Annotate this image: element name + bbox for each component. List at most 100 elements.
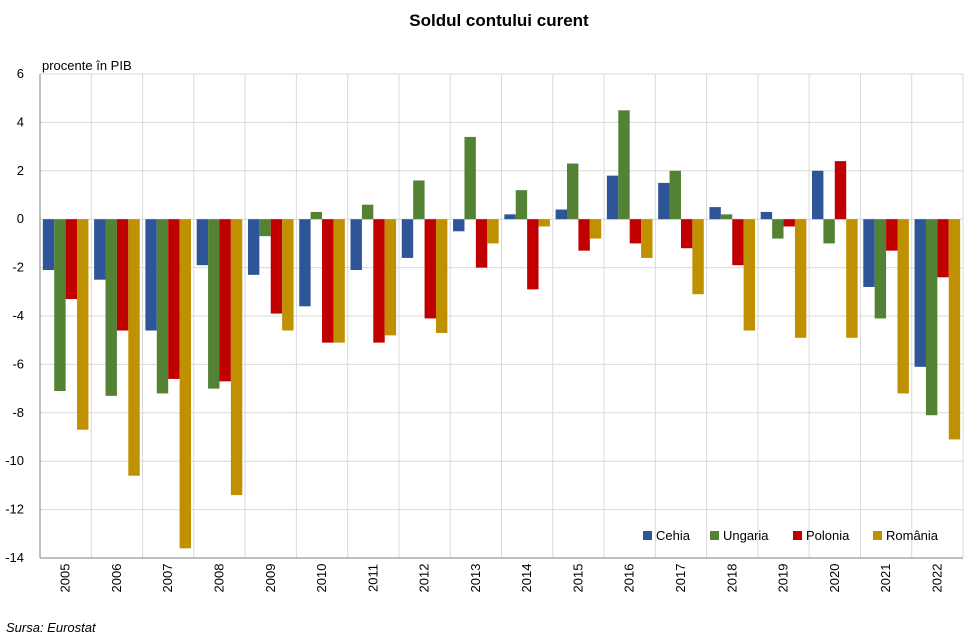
y-tick-label: 0 — [17, 211, 24, 226]
bar-românia-2015 — [589, 219, 602, 239]
bar-polonia-2005 — [65, 219, 78, 300]
bar-cehia-2020 — [812, 170, 824, 220]
x-tick-label: 2019 — [776, 564, 791, 593]
y-tick-label: 4 — [17, 114, 24, 129]
bar-polonia-2020 — [834, 161, 847, 220]
bar-românia-2008 — [230, 219, 243, 496]
bar-românia-2010 — [333, 219, 345, 343]
bar-polonia-2006 — [116, 219, 129, 331]
bar-ungaria-2020 — [823, 219, 835, 244]
y-tick-label: -12 — [5, 502, 24, 517]
bar-românia-2020 — [846, 219, 858, 338]
bar-românia-2021 — [897, 219, 909, 394]
bar-ungaria-2021 — [874, 219, 887, 319]
x-tick-label: 2008 — [211, 564, 226, 593]
y-tick-label: -10 — [5, 453, 24, 468]
bar-ungaria-2014 — [515, 190, 528, 220]
bar-polonia-2021 — [886, 219, 898, 251]
legend-label-polonia: Polonia — [806, 528, 850, 543]
bar-polonia-2009 — [270, 219, 283, 314]
source-note: Sursa: Eurostat — [6, 620, 97, 635]
x-tick-label: 2005 — [58, 564, 73, 593]
y-tick-label: -4 — [12, 308, 24, 323]
bar-ungaria-2016 — [618, 110, 630, 220]
bar-ungaria-2011 — [361, 204, 374, 220]
bar-cehia-2015 — [555, 209, 568, 220]
bar-polonia-2015 — [578, 219, 590, 251]
x-tick-label: 2009 — [263, 564, 278, 593]
bar-cehia-2022 — [914, 219, 926, 367]
bar-românia-2014 — [538, 219, 550, 227]
x-tick-label: 2007 — [160, 564, 175, 593]
x-tick-label: 2012 — [417, 564, 432, 593]
bar-ungaria-2018 — [720, 214, 733, 220]
chart-title: Soldul contului curent — [409, 11, 589, 30]
x-tick-label: 2011 — [365, 564, 380, 592]
bar-cehia-2005 — [42, 219, 55, 271]
bar-românia-2018 — [743, 219, 756, 331]
legend-swatch-românia — [873, 531, 882, 540]
bar-cehia-2007 — [145, 219, 157, 331]
bar-ungaria-2006 — [105, 219, 117, 396]
bar-polonia-2017 — [680, 219, 693, 249]
bar-românia-2007 — [179, 219, 191, 549]
bar-cehia-2009 — [247, 219, 260, 275]
bar-cehia-2014 — [504, 214, 516, 220]
x-tick-label: 2021 — [878, 564, 893, 593]
y-tick-label: -2 — [12, 260, 24, 275]
bar-polonia-2012 — [424, 219, 436, 319]
bar-românia-2013 — [487, 219, 499, 244]
bar-polonia-2022 — [937, 219, 949, 278]
bar-cehia-2021 — [863, 219, 875, 287]
x-tick-label: 2006 — [109, 564, 124, 593]
bar-polonia-2014 — [527, 219, 539, 290]
legend-label-cehia: Cehia — [656, 528, 691, 543]
bar-românia-2006 — [128, 219, 140, 476]
y-tick-label: 2 — [17, 163, 24, 178]
bar-polonia-2018 — [732, 219, 744, 266]
bar-polonia-2013 — [475, 219, 488, 268]
x-tick-label: 2016 — [622, 564, 637, 593]
bar-românia-2022 — [948, 219, 961, 440]
y-tick-label: -6 — [12, 356, 24, 371]
legend-label-ungaria: Ungaria — [723, 528, 769, 543]
bar-românia-2019 — [794, 219, 807, 338]
x-tick-labels: 2005 2006 2007 2008 2009 2010 2011 2012 2013 2014… — [58, 564, 945, 593]
x-tick-label: 2020 — [827, 564, 842, 593]
bar-ungaria-2019 — [772, 219, 784, 239]
bar-cehia-2016 — [606, 175, 619, 220]
bar-polonia-2019 — [783, 219, 795, 227]
x-tick-label: 2017 — [673, 564, 688, 593]
bar-cehia-2012 — [401, 219, 414, 258]
x-tick-label: 2010 — [314, 564, 329, 593]
bar-cehia-2018 — [709, 207, 721, 220]
bar-cehia-2006 — [94, 219, 106, 280]
legend-swatch-polonia — [793, 531, 802, 540]
x-tick-label: 2018 — [724, 564, 739, 593]
legend-label-românia: România — [886, 528, 939, 543]
y-tick-label: -14 — [5, 550, 24, 565]
y-tick-label: -8 — [12, 405, 24, 420]
bar-ungaria-2008 — [208, 219, 220, 389]
bar-cehia-2019 — [760, 211, 773, 220]
bars — [42, 110, 961, 549]
x-tick-label: 2014 — [519, 564, 534, 593]
bar-polonia-2007 — [168, 219, 180, 379]
bar-cehia-2013 — [453, 219, 465, 232]
bar-românia-2011 — [384, 219, 397, 336]
legend: Cehia Ungaria Polonia România — [643, 528, 939, 543]
bar-românia-2012 — [435, 219, 448, 333]
axes — [39, 74, 963, 559]
bar-ungaria-2017 — [669, 170, 681, 220]
bar-ungaria-2015 — [567, 163, 579, 220]
bar-ungaria-2007 — [156, 219, 169, 394]
bar-românia-2016 — [641, 219, 653, 258]
legend-swatch-cehia — [643, 531, 652, 540]
y-tick-label: 6 — [17, 66, 24, 81]
x-tick-label: 2013 — [468, 564, 483, 593]
bar-polonia-2016 — [629, 219, 642, 244]
y-tick-labels: 6 4 2 0 -2 -4 -6 -8 -10 -12 -14 — [5, 66, 24, 565]
bar-cehia-2011 — [350, 219, 362, 271]
bar-polonia-2008 — [219, 219, 231, 382]
